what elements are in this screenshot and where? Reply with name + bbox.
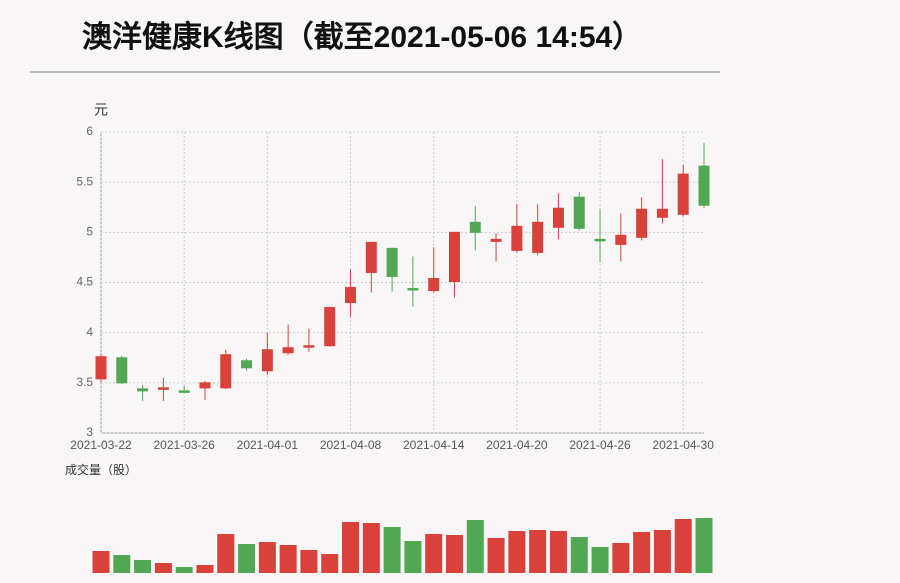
volume-bar <box>342 522 360 573</box>
candle-body <box>490 238 502 242</box>
candle-body <box>677 173 689 215</box>
candle-body <box>116 357 128 384</box>
y-tick-label: 5.5 <box>76 174 93 188</box>
y-tick-label: 3 <box>86 425 93 439</box>
candle-body <box>469 221 481 233</box>
volume-bar <box>529 530 547 573</box>
volume-bar <box>383 527 401 573</box>
candle-body <box>282 347 294 354</box>
candle-body <box>95 356 107 380</box>
volume-bar <box>445 535 463 573</box>
x-tick-label: 2021-04-26 <box>569 438 631 452</box>
y-tick-label: 5 <box>86 225 93 239</box>
candle-body <box>698 165 710 206</box>
volume-bar <box>175 567 193 573</box>
candle-body <box>365 241 377 273</box>
volume-bar <box>466 520 484 573</box>
volume-bar <box>674 519 692 573</box>
x-tick-label: 2021-04-01 <box>237 438 299 452</box>
volume-bar <box>653 530 671 573</box>
volume-bar <box>258 542 276 573</box>
volume-bar <box>154 563 172 573</box>
candle-body <box>261 349 273 372</box>
volume-title: 成交量（股） <box>65 462 137 477</box>
volume-bar <box>113 555 131 573</box>
candle-body <box>615 234 627 245</box>
volume-bar <box>591 547 609 573</box>
candle-body <box>137 388 149 392</box>
candle-body <box>345 287 357 304</box>
volume-bar <box>508 531 526 573</box>
candle-body <box>552 207 564 228</box>
x-tick-label: 2021-04-30 <box>653 438 715 452</box>
volume-bar <box>238 544 256 573</box>
candle-body <box>386 247 398 277</box>
volume-bar <box>549 531 567 573</box>
candle-body <box>428 277 440 292</box>
candle-body <box>636 208 648 238</box>
candle-body <box>407 288 419 291</box>
x-tick-label: 2021-03-22 <box>70 438 132 452</box>
candle-body <box>594 238 606 242</box>
candle-body <box>157 387 169 390</box>
volume-bar <box>633 532 651 573</box>
volume-bar <box>279 545 297 573</box>
y-tick-label: 4 <box>86 325 93 339</box>
y-tick-label: 6 <box>86 124 93 138</box>
candle-body <box>573 196 585 229</box>
volume-bar <box>321 554 339 573</box>
y-tick-label: 3.5 <box>76 375 93 389</box>
volume-bar <box>695 518 713 573</box>
volume-bar <box>570 537 588 573</box>
candle-body <box>199 382 211 389</box>
y-axis-label: 元 <box>94 102 108 118</box>
candle-body <box>220 354 232 389</box>
volume-bar <box>362 523 380 573</box>
volume-bar <box>487 538 505 573</box>
candle-body <box>178 390 190 393</box>
candle-body <box>241 360 253 369</box>
volume-bar <box>92 551 110 573</box>
x-tick-label: 2021-04-20 <box>486 438 548 452</box>
volume-bar <box>612 543 630 573</box>
y-tick-label: 4.5 <box>76 275 93 289</box>
candle-body <box>324 307 336 347</box>
volume-bar <box>300 550 318 573</box>
candle-body <box>532 221 544 253</box>
candle-body <box>511 225 523 251</box>
volume-bar <box>196 565 214 573</box>
candle-body <box>303 345 315 348</box>
x-tick-label: 2021-04-14 <box>403 438 465 452</box>
x-tick-label: 2021-03-26 <box>153 438 215 452</box>
candle-body <box>656 208 668 218</box>
volume-bar <box>134 560 152 573</box>
volume-bar <box>425 534 443 573</box>
chart-title: 澳洋健康K线图（截至2021-05-06 14:54） <box>82 20 642 54</box>
x-tick-label: 2021-04-08 <box>320 438 382 452</box>
candle-body <box>448 231 460 282</box>
volume-bar <box>404 541 422 573</box>
volume-bar <box>217 534 235 573</box>
